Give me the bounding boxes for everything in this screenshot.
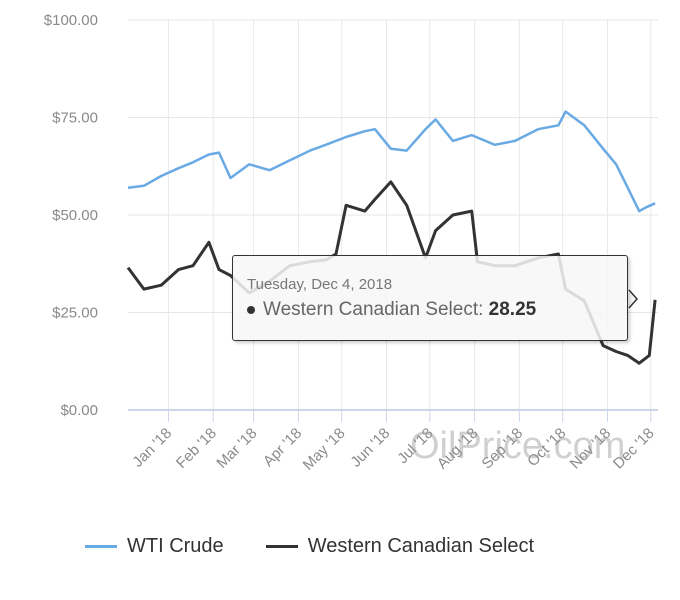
legend-label: WTI Crude: [127, 535, 224, 557]
tooltip-line: Western Canadian Select: 28.25: [247, 299, 627, 321]
tooltip: Tuesday, Dec 4, 2018 Western Canadian Se…: [232, 255, 628, 341]
x-tick-label: May '18: [300, 425, 349, 474]
legend-item-wti[interactable]: WTI Crude: [85, 535, 224, 558]
y-tick-label: $100.00: [44, 12, 98, 29]
watermark: OilPrice.com: [410, 425, 626, 467]
y-tick-label: $25.00: [52, 305, 98, 322]
series-line-wti: [127, 110, 656, 213]
x-tick-label: Apr '18: [260, 425, 305, 470]
x-tick-label: Mar '18: [213, 425, 260, 472]
legend-swatch: [265, 545, 298, 548]
x-tick-label: Jun '18: [347, 425, 393, 471]
tooltip-series-label: Western Canadian Select:: [263, 299, 484, 320]
legend-item-wcs[interactable]: Western Canadian Select: [265, 535, 535, 558]
x-tick-label: Feb '18: [173, 425, 220, 472]
y-tick-label: $0.00: [60, 402, 98, 419]
y-tick-label: $50.00: [52, 207, 98, 224]
x-tick-label: Jan '18: [129, 425, 175, 471]
tooltip-pointer: [628, 289, 639, 309]
legend: WTI Crude Western Canadian Select: [85, 535, 534, 558]
tooltip-value: 28.25: [488, 299, 537, 320]
tooltip-date: Tuesday, Dec 4, 2018: [247, 276, 393, 293]
legend-swatch: [85, 545, 117, 548]
tooltip-series-dot: [247, 305, 255, 314]
y-tick-label: $75.00: [52, 110, 98, 127]
legend-label: Western Canadian Select: [307, 535, 535, 557]
